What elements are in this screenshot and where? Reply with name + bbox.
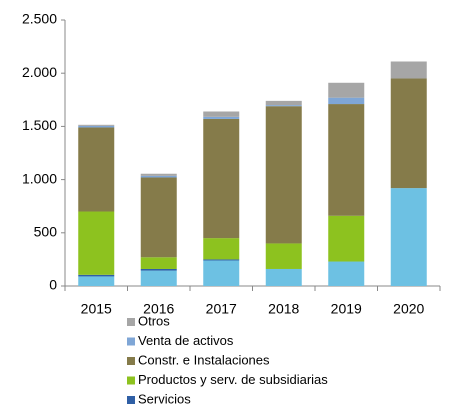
bar-segment [328, 215, 365, 262]
bar-segment [78, 124, 115, 126]
legend-label: Constr. e Instalaciones [138, 352, 270, 367]
y-tick-label: 500 [34, 224, 58, 240]
bar-segment [140, 175, 177, 178]
bar-segment [328, 261, 365, 286]
bar-segment [78, 276, 115, 286]
bar-segment [203, 118, 240, 239]
bar-segment [265, 105, 302, 107]
x-tick-label: 2018 [268, 301, 299, 317]
x-tick-label: 2017 [206, 301, 237, 317]
bar-segment [140, 177, 177, 258]
bar-segment [328, 82, 365, 98]
bar-segment [78, 274, 115, 277]
x-tick-label: 2015 [81, 301, 112, 317]
bar-segment [203, 238, 240, 260]
y-tick-label: 1.000 [22, 170, 57, 186]
bar-segment [78, 211, 115, 275]
x-tick-label: 2016 [143, 301, 174, 317]
bar-segment [390, 188, 427, 286]
legend-swatch [127, 357, 135, 365]
legend-swatch [127, 376, 135, 385]
legend-label: Servicios [138, 391, 191, 405]
bar-segment [203, 259, 240, 261]
bar-segment [390, 61, 427, 79]
bar-segment [78, 127, 115, 212]
bar-segment [265, 106, 302, 244]
x-tick-label: 2019 [331, 301, 362, 317]
y-tick-label: 1.500 [22, 117, 57, 133]
bar-segment [390, 78, 427, 189]
bar-segment [140, 270, 177, 286]
legend-label: Otros [138, 313, 170, 328]
bar-segment [328, 104, 365, 216]
legend-swatch [127, 318, 135, 326]
bar-segment [203, 116, 240, 119]
y-tick-label: 2.000 [22, 64, 57, 80]
bar-segment [203, 111, 240, 117]
bar-segment [140, 173, 177, 176]
bar-segment [140, 257, 177, 269]
legend-label: Productos y serv. de subsidiarias [138, 372, 328, 387]
legend-swatch [127, 337, 135, 346]
y-tick-label: 2.500 [22, 11, 57, 27]
bar-segment [265, 100, 302, 106]
bar-segment [265, 243, 302, 269]
bar-segment [328, 97, 365, 105]
bar-segment [78, 125, 115, 128]
bar-segment [203, 260, 240, 286]
bar-segment [265, 268, 302, 286]
y-tick-label: 0 [49, 277, 57, 293]
legend-label: Venta de activos [138, 333, 234, 348]
x-tick-label: 2020 [393, 301, 424, 317]
legend-swatch [127, 396, 135, 404]
bar-segment [140, 268, 177, 271]
